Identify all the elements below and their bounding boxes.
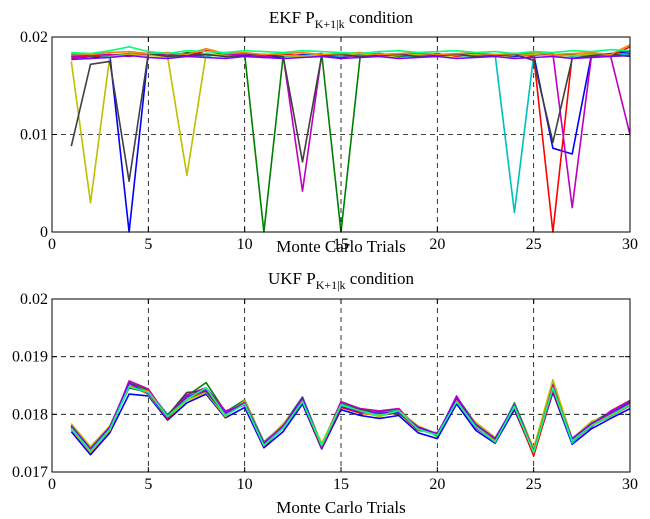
ekf-x-tick-label: 5 xyxy=(144,236,152,253)
ukf-grid xyxy=(52,299,630,472)
ekf-x-tick-label: 0 xyxy=(48,236,56,253)
ukf-x-tick-label: 15 xyxy=(333,476,349,493)
ekf-series-lines xyxy=(70,44,631,233)
ukf-x-tick-label: 25 xyxy=(526,476,542,493)
ekf-x-tick-label: 30 xyxy=(622,236,638,253)
ukf-x-ticks: 0 5 10 15 20 25 30 xyxy=(48,299,638,493)
ukf-x-tick-label: 10 xyxy=(237,476,253,493)
ekf-y-tick-label: 0 xyxy=(40,224,48,241)
ukf-x-tick-label: 30 xyxy=(622,476,638,493)
ukf-x-tick-label: 0 xyxy=(48,476,56,493)
ukf-chart-title: UKF PK+1|k condition xyxy=(268,269,415,292)
ukf-y-tick-label: 0.019 xyxy=(12,349,48,366)
ekf-x-axis-label: Monte Carlo Trials xyxy=(276,237,405,256)
ekf-series-line xyxy=(71,52,631,209)
ekf-grid xyxy=(52,37,630,232)
ekf-x-tick-label: 15 xyxy=(333,236,349,253)
ukf-series-line xyxy=(70,382,631,453)
ekf-chart-title: EKF PK+1|k condition xyxy=(269,8,414,31)
ekf-series-line xyxy=(71,54,631,61)
ukf-series-line xyxy=(70,385,631,454)
ukf-y-tick-label: 0.018 xyxy=(12,406,48,423)
ukf-series-line xyxy=(70,384,631,454)
ekf-x-tick-label: 25 xyxy=(526,236,542,253)
ukf-y-tick-label: 0.02 xyxy=(20,291,48,308)
ekf-series-line xyxy=(71,45,631,55)
ekf-y-ticks: 0 0.01 0.02 xyxy=(20,29,630,241)
ukf-x-axis-label: Monte Carlo Trials xyxy=(276,498,405,517)
ekf-y-tick-label: 0.01 xyxy=(20,127,48,144)
ukf-x-tick-label: 20 xyxy=(429,476,445,493)
ekf-series-line xyxy=(70,52,631,204)
ukf-chart: UKF PK+1|k condition 0 5 10 15 20 25 30 0.0170… xyxy=(12,269,638,517)
ekf-x-ticks: 0 5 10 15 20 25 30 xyxy=(48,37,638,253)
ekf-x-tick-label: 10 xyxy=(237,236,253,253)
ekf-series-line xyxy=(71,52,631,214)
ukf-x-tick-label: 5 xyxy=(144,476,152,493)
ekf-y-tick-label: 0.02 xyxy=(20,29,48,46)
ekf-x-tick-label: 20 xyxy=(429,236,445,253)
ukf-series-lines xyxy=(70,378,631,457)
ukf-y-tick-label: 0.017 xyxy=(12,464,48,481)
ekf-series-line xyxy=(70,52,631,183)
ukf-series-line xyxy=(70,385,631,453)
ukf-series-line xyxy=(70,383,631,457)
ekf-series-line xyxy=(71,51,631,233)
ukf-y-ticks: 0.017 0.018 0.019 0.02 xyxy=(12,291,630,481)
ukf-series-line xyxy=(70,386,631,453)
ekf-chart: EKF PK+1|k condition 0 5 10 15 20 25 30 00.010… xyxy=(20,8,638,256)
